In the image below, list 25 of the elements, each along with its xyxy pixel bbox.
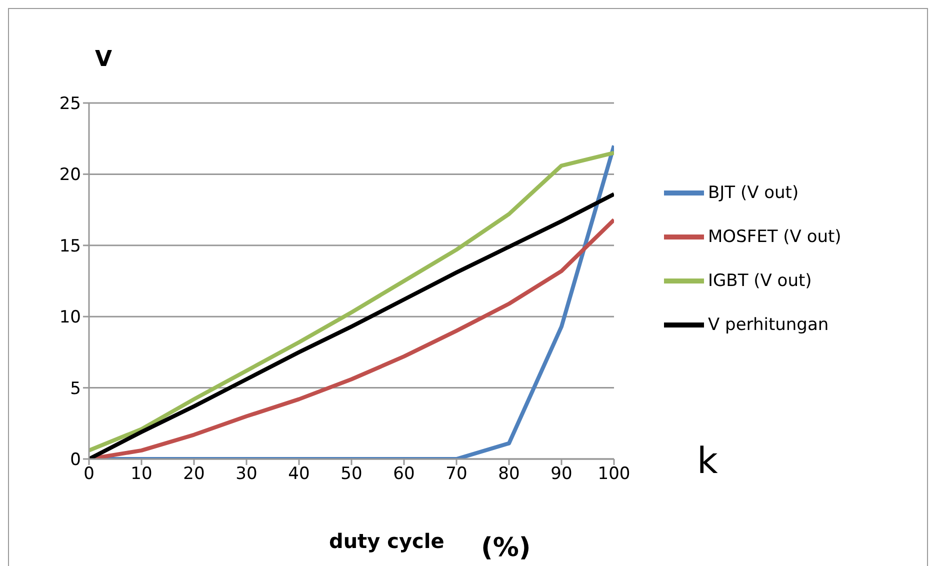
text: k: [697, 441, 718, 482]
y-tick-label: 10: [59, 308, 81, 328]
legend-label: IGBT (V out): [708, 271, 812, 291]
x-tick-label: 100: [598, 464, 630, 484]
y-tick-label: 25: [59, 94, 81, 114]
x-tick-label: 70: [446, 464, 468, 484]
x-tick-label: 60: [393, 464, 415, 484]
y-tick-label: 5: [70, 378, 81, 399]
x-axis-title: duty cycle: [329, 529, 444, 553]
legend-label: BJT (V out): [708, 183, 799, 203]
y-tick-label: 15: [59, 236, 81, 256]
x-tick-label: 40: [288, 464, 310, 484]
text: (%): [481, 533, 531, 563]
y-tick-label: 0: [70, 450, 81, 470]
x-tick-label: 0: [84, 464, 94, 484]
legend-label: MOSFET (V out): [708, 227, 842, 247]
x-tick-label: 50: [340, 464, 362, 484]
y-tick-label: 20: [59, 165, 81, 186]
x-tick-label: 20: [183, 464, 205, 484]
x-tick-label: 90: [550, 464, 572, 484]
x-tick-label: 80: [498, 464, 520, 484]
x-tick-label: 30: [236, 464, 258, 484]
legend-label: V perhitungan: [708, 315, 829, 335]
y-axis-title: V: [95, 47, 112, 72]
x-tick-label: 10: [130, 464, 152, 484]
